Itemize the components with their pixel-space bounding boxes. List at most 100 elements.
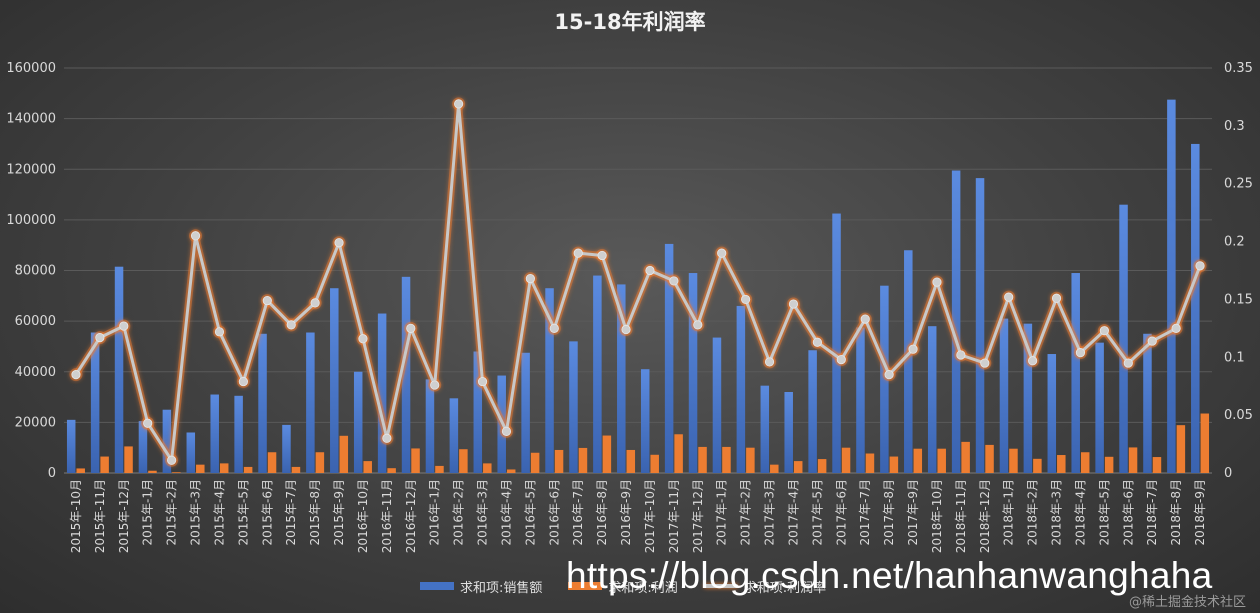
profit-bar [411,448,420,473]
profit-bar [1104,456,1114,473]
sales-bar [521,352,530,473]
x-tick-label: 2018年-8月 [1169,479,1183,546]
x-tick-label: 2018年-9月 [1193,479,1207,546]
profit-bar [267,452,277,473]
profit-bar [770,464,779,473]
legend-label-profit: 求和项:利润 [608,580,678,596]
x-tick-label: 2018年-11月 [954,479,968,553]
sales-bar [617,284,626,473]
profit-bar [1009,448,1018,473]
profit-bar [124,446,133,473]
rate-point [1075,348,1086,358]
legend-swatch-profit [568,582,603,590]
left-axis-ticks: 0 20000 40000 60000 80000 100000 120000 140000 1… [6,61,56,481]
right-tick-label: 0 [1224,466,1232,481]
x-tick-label: 2015年-2月 [165,479,179,546]
profit-bar [387,468,396,473]
rate-point [549,323,559,333]
sales-bar [856,327,865,473]
profit-bar [435,465,444,473]
rate-point [884,370,894,380]
right-tick-label: 0.05 [1224,408,1253,423]
x-tick-label: 2015年-5月 [236,479,250,546]
rate-point [334,238,344,248]
sales-bar [904,250,913,473]
right-tick-label: 0.3 [1224,119,1245,134]
sales-bar [640,369,650,473]
profit-bar [1080,452,1090,473]
profit-bar [961,441,970,473]
rate-point [143,418,153,428]
rate-point [980,358,990,368]
profit-bar [219,463,229,473]
sales-bar [138,421,148,473]
profit-bar [865,453,875,473]
gridlines [64,67,1212,474]
x-tick-label: 2015年-6月 [260,479,274,546]
sales-bar [90,332,100,473]
rate-point [358,334,368,344]
profit-bar [650,454,659,473]
profit-bar [291,466,301,473]
x-tick-label: 2016年-9月 [619,479,633,546]
rate-point [167,455,177,465]
x-tick-label: 2017年-2月 [739,479,753,546]
profit-bar [674,434,683,473]
sales-bar [1095,342,1104,473]
rate-point [956,350,966,360]
profit-bar [363,461,372,473]
sales-bar [664,243,674,473]
x-tick-label: 2016年-8月 [595,479,609,546]
profit-bar [554,449,564,473]
rate-point [1051,293,1062,303]
rate-point [501,426,512,436]
rate-point [190,231,201,241]
profit-bar [530,452,540,473]
rate-point [932,277,942,287]
x-tick-label: 2015年-7月 [284,479,298,546]
legend-label-rate: 求和项:利润率 [743,580,827,596]
sales-bar [306,332,315,473]
right-tick-label: 0.1 [1224,350,1245,365]
sales-bar [927,326,937,473]
legend-swatch-rate [703,584,738,588]
profit-bar [937,448,946,473]
x-tick-label: 2016年-3月 [476,479,490,546]
sales-bar [880,285,889,473]
rate-point [1147,336,1157,346]
right-tick-label: 0.25 [1224,177,1253,192]
right-tick-label: 0.35 [1224,61,1253,76]
rate-point [621,324,631,335]
profit-bar [841,447,851,473]
profit-bar [1200,413,1210,473]
x-tick-label: 2016年-10月 [356,479,370,553]
x-tick-label: 2015年-3月 [189,479,203,546]
profit-bar [483,463,492,473]
x-tick-label: 2015年-11月 [93,479,107,553]
x-tick-label: 2015年-10月 [69,479,83,553]
left-tick-label: 0 [48,466,56,481]
legend-item-sales: 求和项:销售额 [420,577,542,596]
profit-bar [172,472,181,473]
rate-point [238,376,248,387]
rate-point [812,337,822,347]
sales-bar [210,394,219,473]
x-tick-label: 2016年-7月 [571,479,585,546]
sales-bar [473,351,483,473]
profit-bar [1152,457,1162,473]
watermark-csdn: @稀土掘金技术社区 [1128,595,1246,610]
sales-bar [1071,273,1080,473]
legend-swatch-sales [420,582,454,590]
x-tick-label: 2017年-8月 [882,479,896,546]
legend-label-sales: 求和项:销售额 [460,580,543,596]
rate-point [1028,356,1038,366]
x-tick-label: 2015年-1月 [141,479,155,546]
x-tick-label: 2017年-4月 [786,479,800,546]
left-tick-label: 80000 [15,264,56,279]
sales-bar [736,305,746,473]
x-tick-label: 2018年-1月 [1002,479,1016,546]
profit-bar [1176,425,1186,473]
rate-point [908,344,918,354]
rate-point [214,327,225,337]
profit-bar [196,464,205,473]
